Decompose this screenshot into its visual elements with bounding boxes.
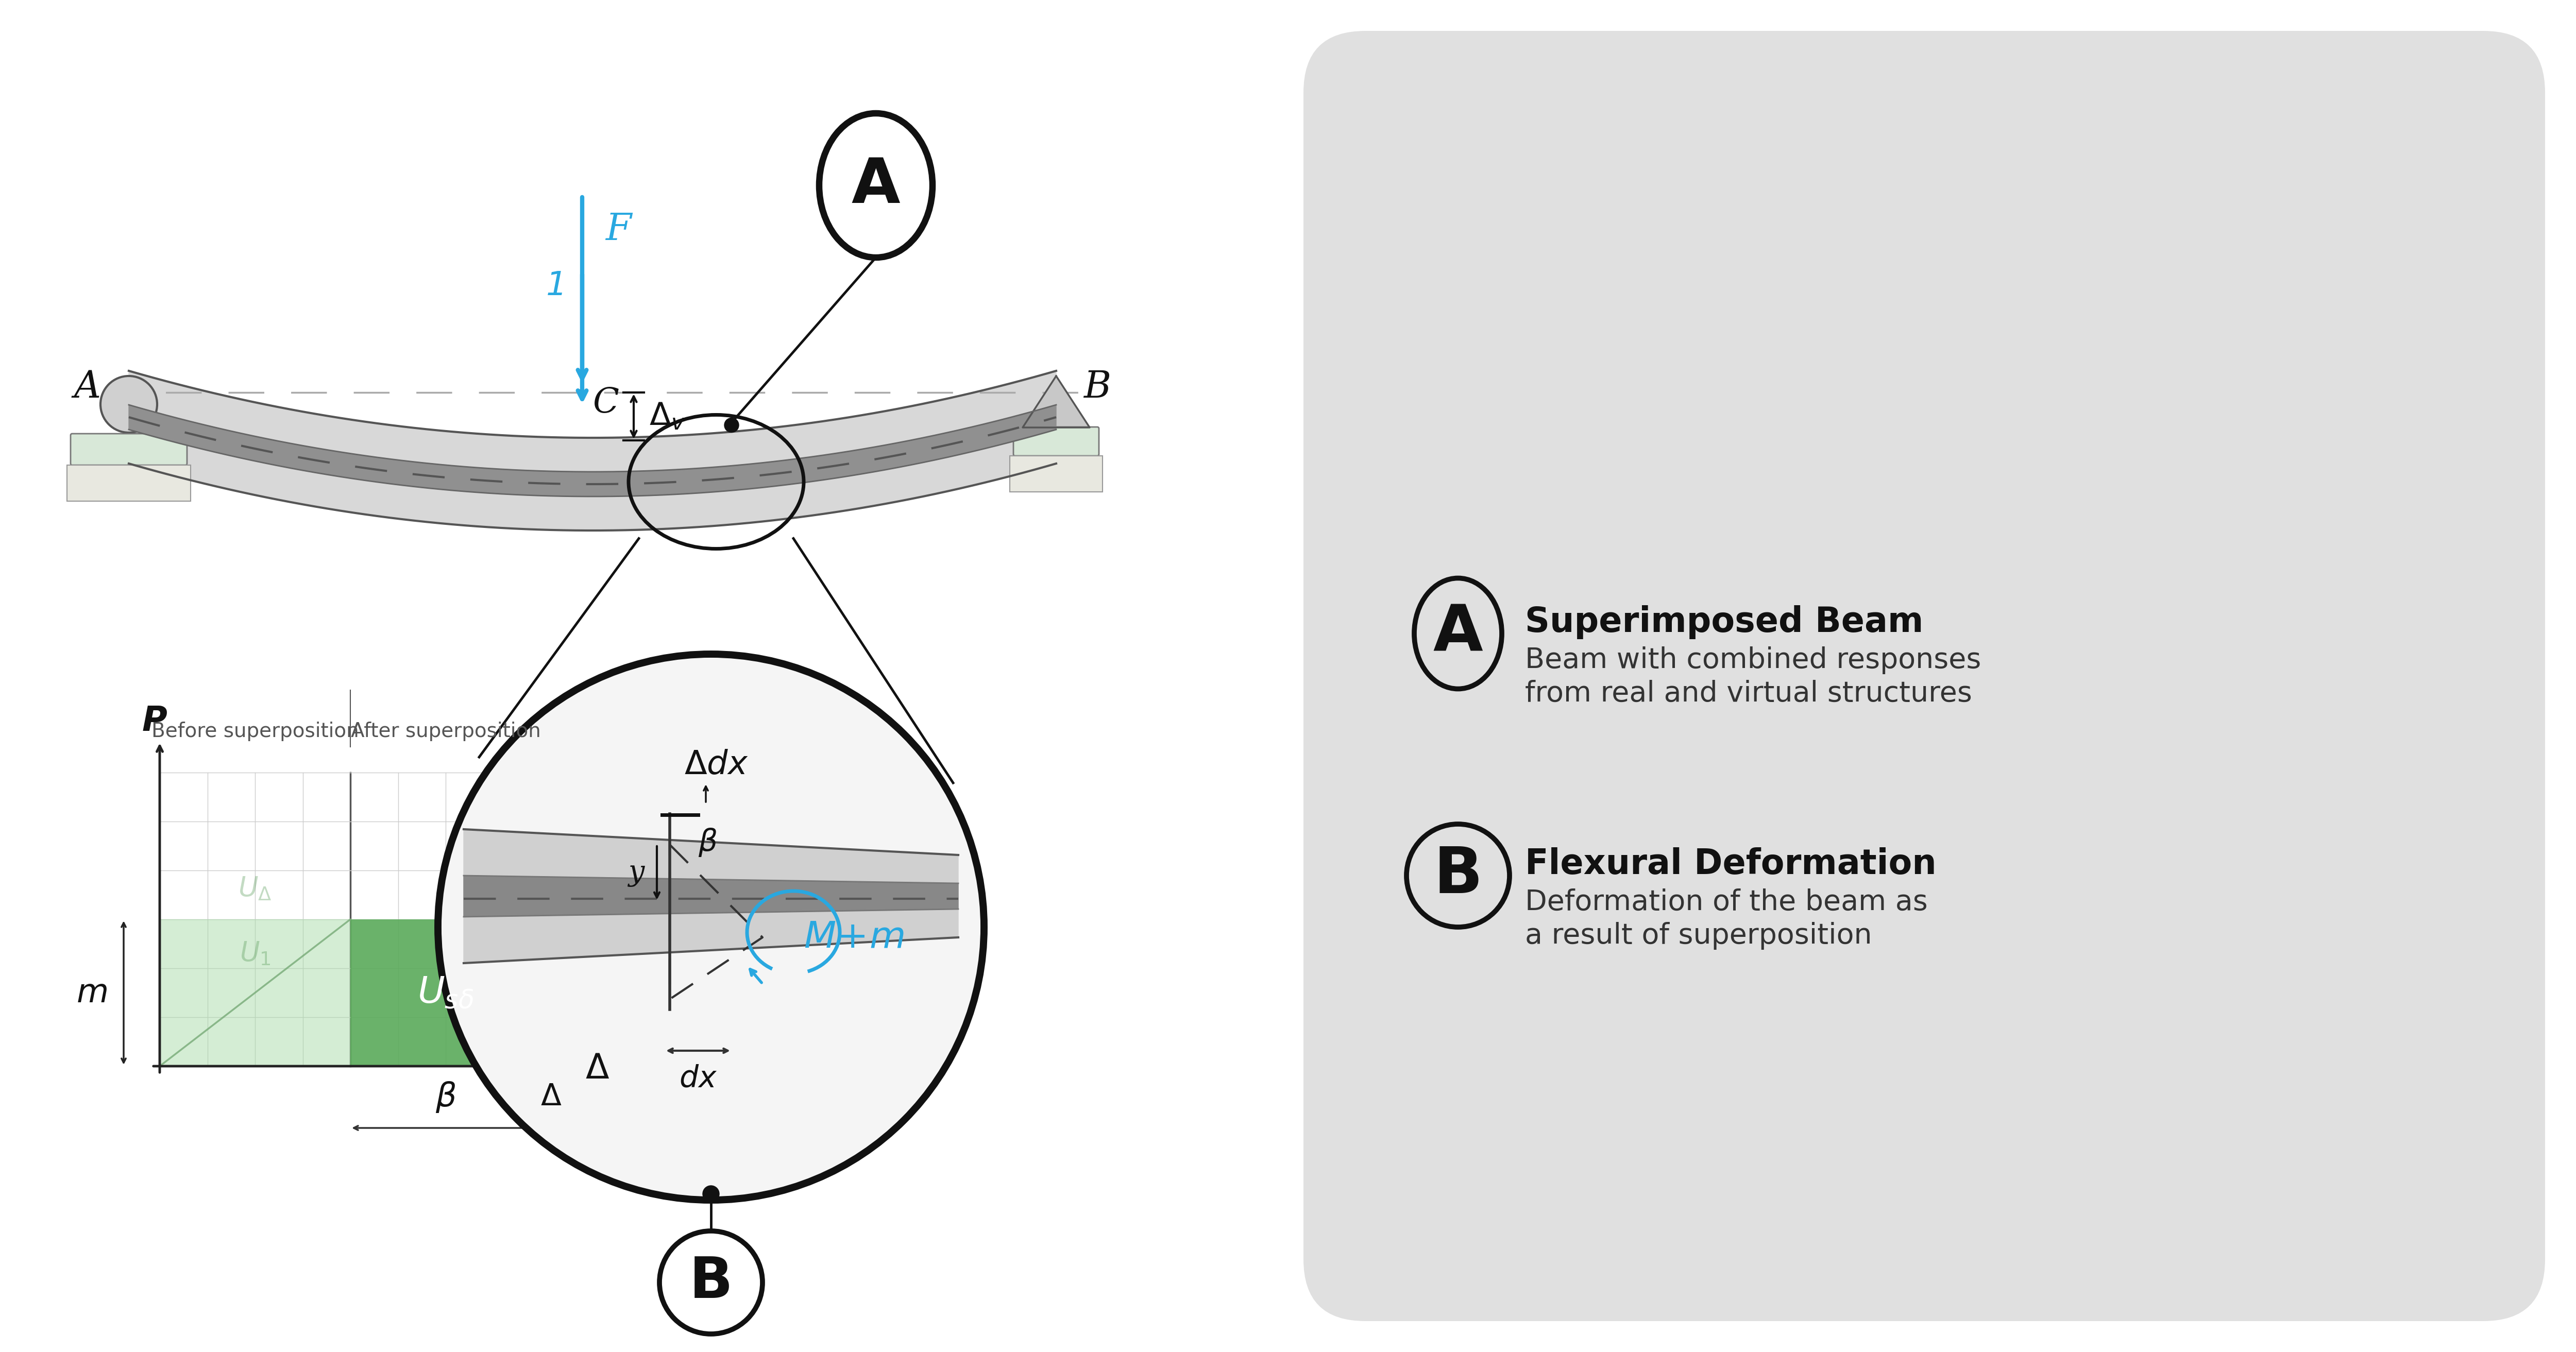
Text: B: B bbox=[1432, 845, 1484, 907]
Text: $\beta$: $\beta$ bbox=[435, 1080, 456, 1114]
Text: A: A bbox=[853, 155, 899, 215]
Polygon shape bbox=[129, 370, 1056, 530]
Ellipse shape bbox=[1414, 579, 1502, 690]
Text: Deformation of the beam as: Deformation of the beam as bbox=[1525, 888, 1927, 917]
Text: A: A bbox=[1432, 603, 1484, 665]
Polygon shape bbox=[160, 919, 350, 1067]
Circle shape bbox=[703, 1186, 719, 1202]
Circle shape bbox=[659, 1230, 762, 1334]
Circle shape bbox=[100, 376, 157, 433]
Ellipse shape bbox=[819, 114, 933, 257]
Text: Before superposition: Before superposition bbox=[152, 722, 358, 741]
Text: Superimposed Beam: Superimposed Beam bbox=[1525, 606, 1924, 639]
Text: $U_1$: $U_1$ bbox=[240, 940, 270, 967]
Text: A: A bbox=[75, 369, 100, 406]
Polygon shape bbox=[129, 404, 1056, 496]
Text: B: B bbox=[1084, 369, 1110, 406]
Circle shape bbox=[724, 418, 739, 433]
Circle shape bbox=[1406, 825, 1510, 927]
FancyBboxPatch shape bbox=[1303, 31, 2545, 1321]
FancyBboxPatch shape bbox=[1012, 427, 1100, 456]
Text: m: m bbox=[77, 976, 108, 1009]
Circle shape bbox=[438, 654, 984, 1201]
Text: from real and virtual structures: from real and virtual structures bbox=[1525, 680, 1973, 707]
Bar bbox=[350, 919, 541, 1067]
Text: 1: 1 bbox=[546, 270, 567, 301]
Text: $\Delta$: $\Delta$ bbox=[541, 1083, 562, 1111]
Text: Flexural Deformation: Flexural Deformation bbox=[1525, 848, 1937, 882]
Polygon shape bbox=[1023, 376, 1090, 427]
FancyBboxPatch shape bbox=[67, 465, 191, 502]
Text: a result of superposition: a result of superposition bbox=[1525, 922, 1873, 949]
Text: B: B bbox=[690, 1255, 732, 1310]
FancyBboxPatch shape bbox=[1010, 456, 1103, 492]
Text: $M\!+\!m$: $M\!+\!m$ bbox=[804, 919, 904, 955]
Text: P: P bbox=[142, 704, 167, 738]
FancyBboxPatch shape bbox=[31, 31, 2545, 1321]
Polygon shape bbox=[464, 829, 958, 963]
FancyBboxPatch shape bbox=[70, 434, 188, 465]
Text: $dx$: $dx$ bbox=[680, 1064, 716, 1094]
Text: $U_{s\delta}$: $U_{s\delta}$ bbox=[417, 975, 474, 1010]
Text: $\beta$: $\beta$ bbox=[698, 826, 719, 857]
Text: After superposition: After superposition bbox=[350, 722, 541, 741]
Text: F: F bbox=[605, 211, 631, 247]
Polygon shape bbox=[464, 876, 958, 917]
Text: $\Delta dx$: $\Delta dx$ bbox=[685, 749, 747, 781]
Text: $U_\Delta$: $U_\Delta$ bbox=[237, 875, 273, 902]
Text: Beam with combined responses: Beam with combined responses bbox=[1525, 646, 1981, 675]
Text: $\Delta$: $\Delta$ bbox=[585, 1052, 611, 1086]
Text: $\Delta_v$: $\Delta_v$ bbox=[649, 402, 685, 431]
Text: y: y bbox=[629, 859, 644, 887]
Text: C: C bbox=[592, 385, 618, 419]
